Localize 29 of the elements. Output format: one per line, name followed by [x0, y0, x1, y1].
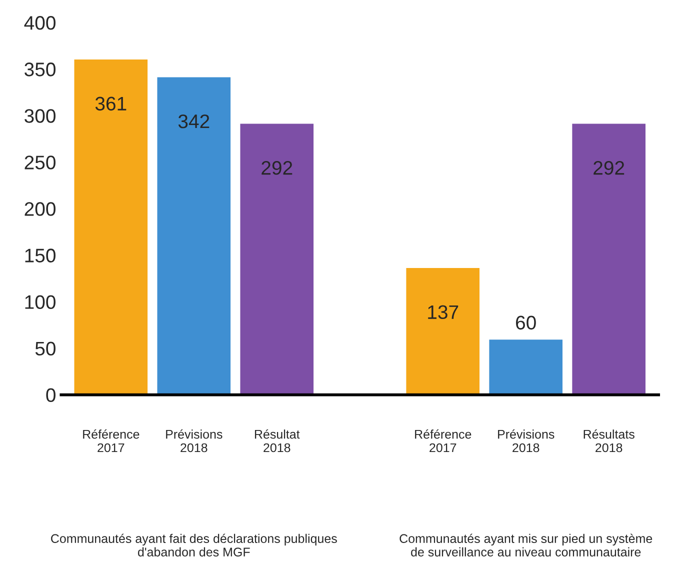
x-tick-label: Résultat 2018: [254, 429, 300, 452]
y-tick-label: 0: [46, 388, 56, 402]
bar: [72, 58, 149, 395]
y-tick-label: 250: [24, 156, 56, 170]
y-tick-label: 300: [24, 109, 56, 123]
y-tick-label: 200: [24, 202, 56, 216]
bar: [404, 266, 481, 395]
data-label: 60: [516, 316, 536, 330]
bar: [156, 76, 232, 395]
y-tick-label: 100: [25, 295, 56, 309]
x-tick-label: Résultats 2018: [584, 429, 634, 452]
bar: [570, 122, 647, 395]
bar: [238, 122, 315, 395]
y-tick-label: 350: [24, 62, 56, 76]
y-tick-label: 50: [35, 342, 56, 356]
data-label: 137: [428, 305, 458, 320]
data-label: 292: [262, 161, 292, 175]
data-label: 342: [178, 114, 210, 128]
x-tick-label: Référence 2017: [415, 429, 472, 452]
x-tick-label: Prévisions 2018: [166, 429, 222, 452]
text: Communautés ayant mis sur pied un système de surveillance au niveau communautaire: [400, 534, 652, 556]
bar: [488, 338, 564, 395]
data-label: 292: [594, 161, 624, 175]
x-tick-label: Prévisions 2018: [498, 429, 554, 452]
y-tick-label: 400: [24, 16, 56, 30]
text: Communautés ayant fait des déclarations publiques d'abandon des MGF: [51, 534, 337, 556]
x-tick-label: Référence 2017: [83, 429, 140, 452]
data-label: 361: [95, 96, 126, 111]
y-tick-label: 150: [25, 248, 56, 262]
